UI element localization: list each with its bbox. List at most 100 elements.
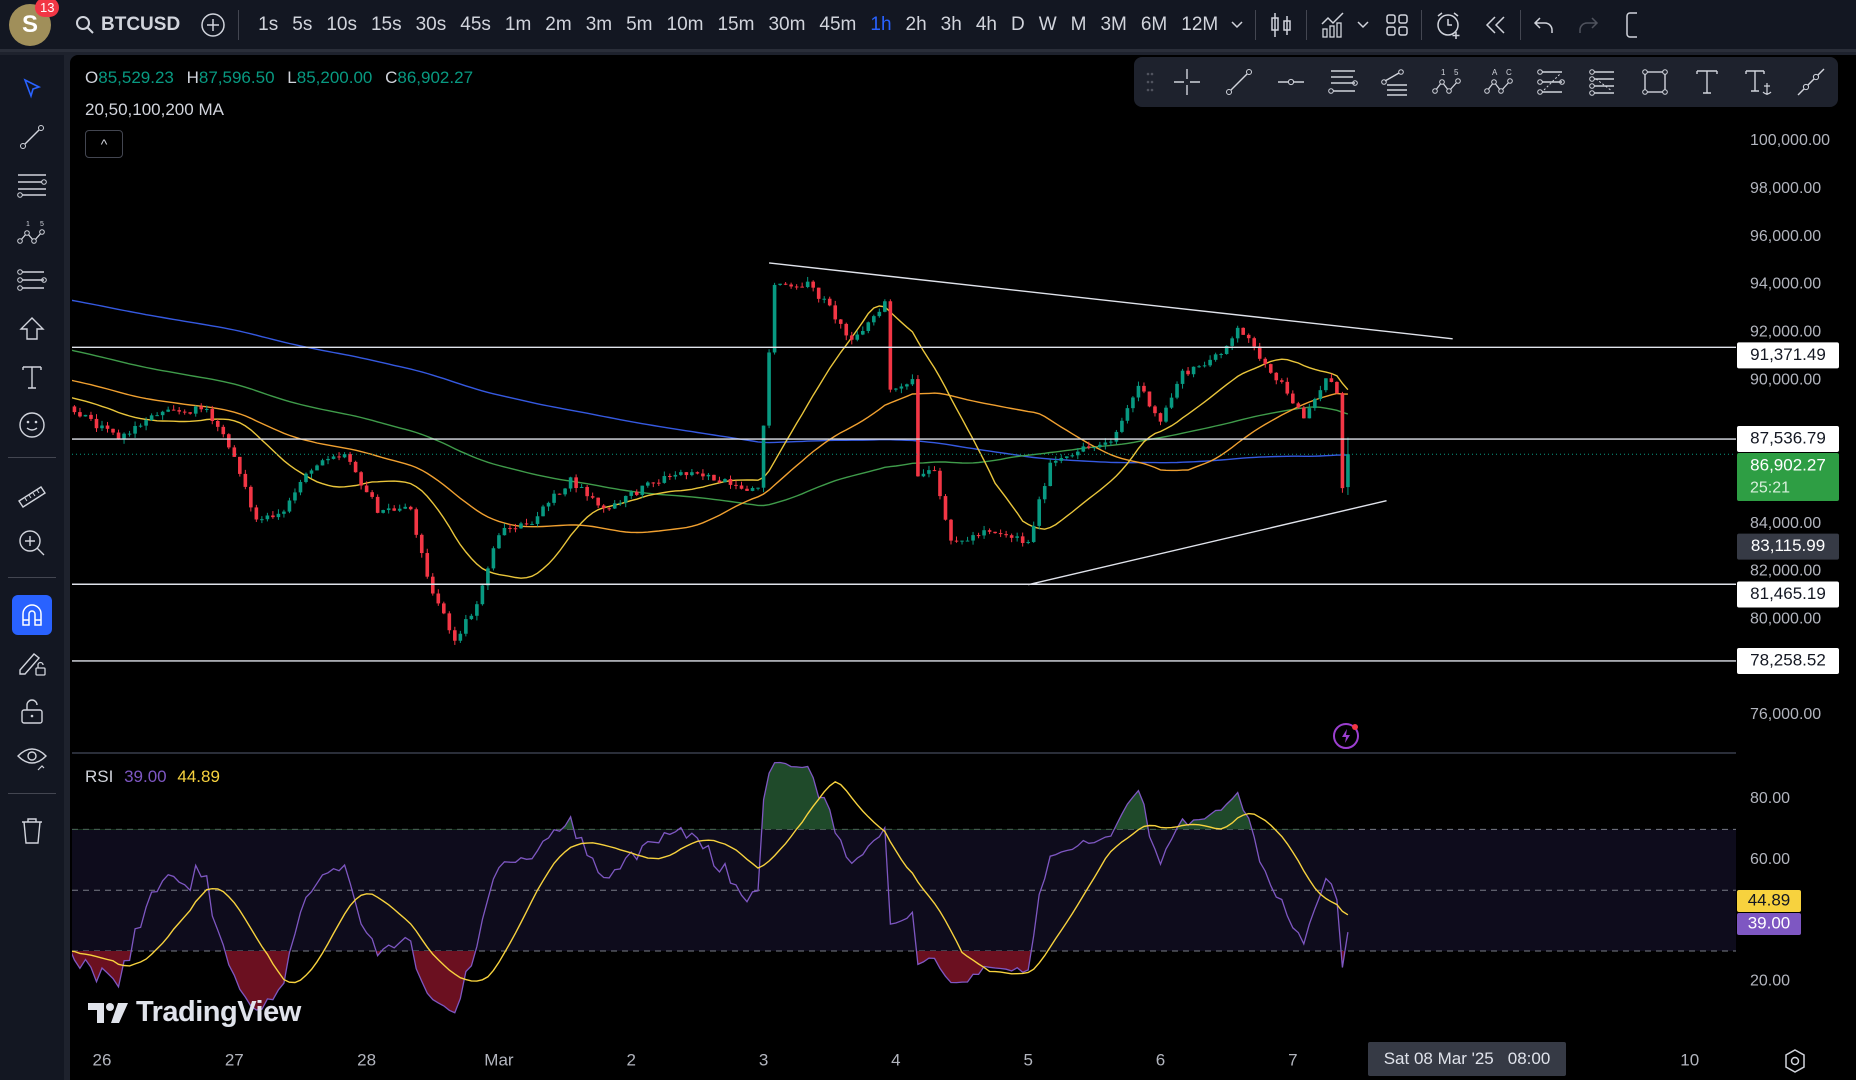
shapes-tool[interactable] <box>12 309 52 349</box>
ray-tool[interactable] <box>1788 62 1834 102</box>
timeframe-D[interactable]: D <box>1010 13 1025 35</box>
pitchfork-tool[interactable] <box>1372 62 1418 102</box>
timeframe-10s[interactable]: 10s <box>326 13 357 35</box>
indicators-dropdown[interactable] <box>1357 5 1369 45</box>
ma-indicator-legend[interactable]: 20,50,100,200 MA <box>85 100 224 119</box>
forecast-tool[interactable] <box>12 261 52 301</box>
candle <box>1114 429 1119 445</box>
lock-all-drawings[interactable] <box>12 691 52 731</box>
cursor-tool[interactable] <box>12 69 52 109</box>
rsi-legend[interactable]: RSI 39.00 44.89 <box>85 767 220 787</box>
candle-body <box>778 283 782 285</box>
candle <box>1307 403 1312 419</box>
candle <box>679 469 683 476</box>
trend-line-tool[interactable] <box>1216 62 1262 102</box>
timeframe-5s[interactable]: 5s <box>292 13 313 35</box>
fullscreen-button[interactable] <box>1625 5 1638 45</box>
flash-button[interactable] <box>1331 721 1361 756</box>
undo-button[interactable] <box>1533 5 1555 45</box>
lock-drawings-mode[interactable] <box>12 643 52 683</box>
candle <box>943 494 948 521</box>
cross-line-tool[interactable] <box>1164 62 1210 102</box>
zoom-in-tool[interactable] <box>12 523 52 563</box>
timeframe-2h[interactable]: 2h <box>905 13 927 35</box>
indicators-icon <box>1321 11 1344 38</box>
timeframe-30s[interactable]: 30s <box>415 13 447 35</box>
alert-button[interactable] <box>1434 5 1464 45</box>
anchored-text-tool[interactable] <box>1736 62 1782 102</box>
fib-retracement-tool[interactable] <box>1528 62 1574 102</box>
timeframe-45m[interactable]: 45m <box>819 13 857 35</box>
hide-drawings[interactable] <box>12 739 52 779</box>
fib-extension-tool[interactable] <box>1580 62 1626 102</box>
candle-body <box>888 301 893 390</box>
symbol-search-button[interactable]: BTCUSD <box>75 5 180 45</box>
candle <box>149 413 154 421</box>
candle-body <box>1087 446 1091 448</box>
remove-drawings[interactable] <box>12 811 52 851</box>
candle-body <box>574 477 578 489</box>
candle-body <box>309 470 314 474</box>
timeframe-6M[interactable]: 6M <box>1140 13 1168 35</box>
timeframe-15s[interactable]: 15s <box>370 13 402 35</box>
fib-tool[interactable] <box>12 165 52 205</box>
symbol-name: BTCUSD <box>101 13 181 35</box>
timeframe-12M[interactable]: 12M <box>1181 13 1219 35</box>
low-value: 85,200.00 <box>296 68 373 87</box>
timeframe-1s[interactable]: 1s <box>258 13 279 35</box>
candle-body <box>491 548 496 569</box>
timeframe-3h[interactable]: 3h <box>940 13 962 35</box>
text-tool[interactable] <box>1684 62 1730 102</box>
redo-button[interactable] <box>1577 5 1599 45</box>
timeframe-M[interactable]: M <box>1070 13 1087 35</box>
timeframe-30m[interactable]: 30m <box>768 13 806 35</box>
candle <box>480 583 485 606</box>
timeframe-10m[interactable]: 10m <box>666 13 704 35</box>
replay-button[interactable] <box>1484 5 1508 45</box>
trend-line[interactable] <box>768 262 1453 340</box>
search-icon <box>76 15 94 34</box>
candle <box>805 276 810 289</box>
candle-body <box>315 465 319 471</box>
emoji-tool[interactable] <box>12 405 52 445</box>
timeframe-4h[interactable]: 4h <box>975 13 997 35</box>
trend-line[interactable] <box>1028 500 1387 586</box>
timeframe-5m[interactable]: 5m <box>626 13 653 35</box>
divider <box>8 457 56 458</box>
timeframe-2m[interactable]: 2m <box>545 13 572 35</box>
timeframe-3M[interactable]: 3M <box>1100 13 1127 35</box>
horizontal-ray-tool[interactable] <box>1268 62 1314 102</box>
trend-line-tool[interactable] <box>12 117 52 157</box>
indicators-button[interactable] <box>1319 5 1347 45</box>
chart-settings-button[interactable] <box>1782 1048 1808 1079</box>
drag-handle[interactable] <box>1142 62 1158 102</box>
candle-body <box>271 515 275 518</box>
price-tick-label: 76,000.00 <box>1750 706 1821 723</box>
user-avatar[interactable]: S 13 <box>9 0 60 46</box>
timeframe-dropdown[interactable] <box>1231 5 1243 45</box>
timeframe-3m[interactable]: 3m <box>585 13 613 35</box>
lightning-icon <box>1333 723 1359 749</box>
measure-tool[interactable] <box>12 475 52 515</box>
crosshair-icon <box>1174 69 1200 95</box>
timeframe-15m[interactable]: 15m <box>717 13 755 35</box>
chart-type-button[interactable] <box>1268 5 1294 45</box>
timeframe-1m[interactable]: 1m <box>504 13 532 35</box>
layout-button[interactable] <box>1385 5 1409 45</box>
rectangle-tool[interactable] <box>1632 62 1678 102</box>
candle <box>524 518 529 526</box>
candle-body <box>100 425 104 429</box>
magnet-mode-toggle[interactable] <box>12 595 52 635</box>
compare-symbol-button[interactable] <box>200 5 226 45</box>
timeframe-1h[interactable]: 1h <box>870 13 892 35</box>
text-tool[interactable] <box>12 357 52 397</box>
collapse-legend-button[interactable]: ^ <box>85 130 123 158</box>
parallel-channel-tool[interactable] <box>1320 62 1366 102</box>
timeframe-W[interactable]: W <box>1038 13 1057 35</box>
timeframe-45s[interactable]: 45s <box>460 13 491 35</box>
candle <box>232 445 237 458</box>
